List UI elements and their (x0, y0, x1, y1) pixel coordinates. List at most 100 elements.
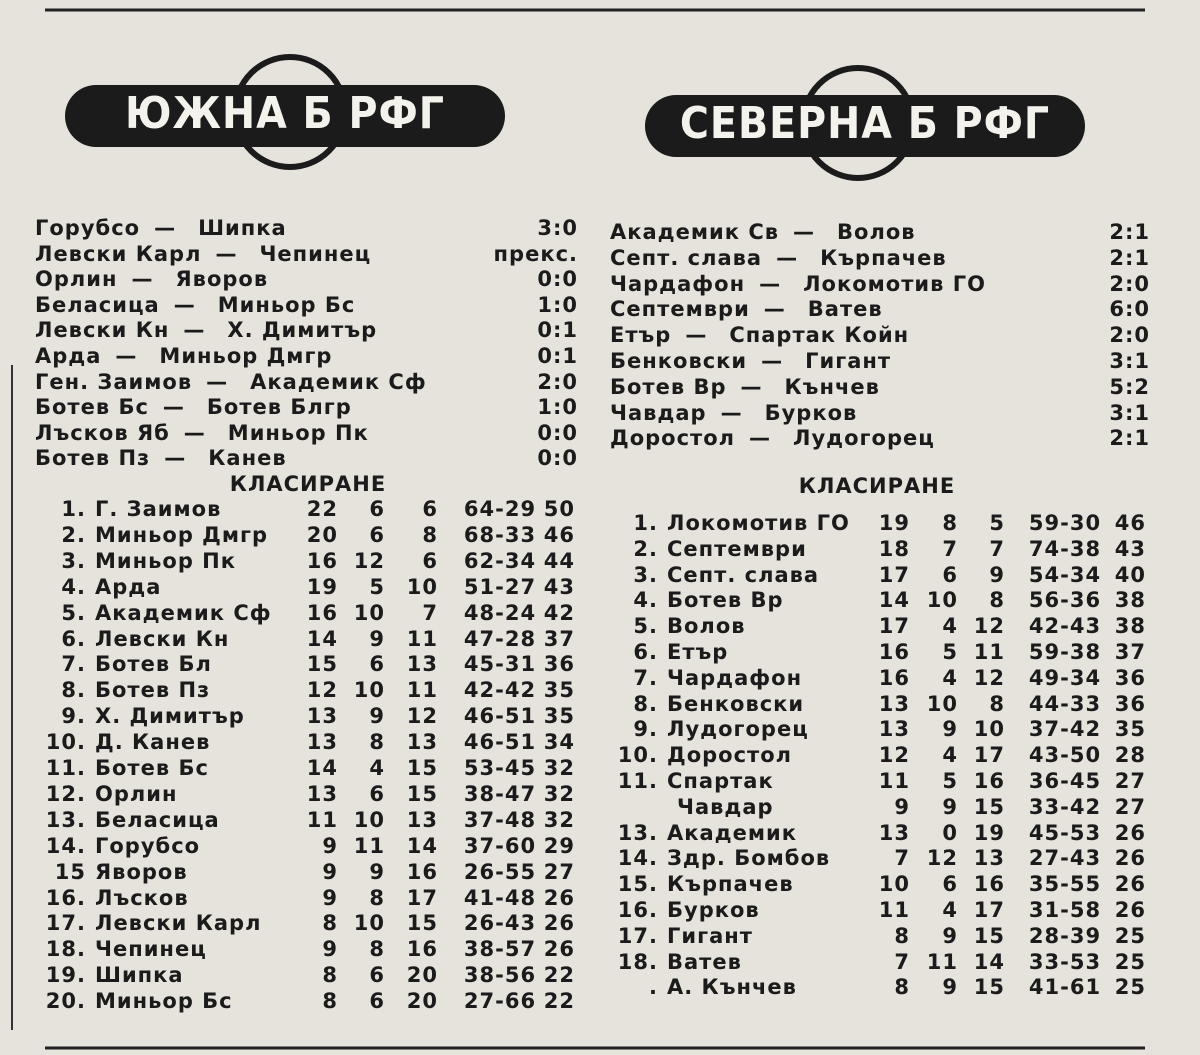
team: Орлин (95, 781, 178, 806)
away-team: Миньор Пк (227, 420, 369, 445)
rank: 13. (45, 807, 86, 832)
goals: 64-29 (463, 497, 537, 521)
goals: 27-66 (463, 989, 537, 1014)
rank: 11. (617, 769, 658, 793)
wins: 17 (878, 614, 910, 639)
goals: 38-56 (463, 963, 537, 988)
losses: 16 (406, 937, 438, 962)
draws: 6 (369, 781, 385, 806)
home-team: Бенковски (610, 349, 748, 373)
goals: 56-36 (1028, 588, 1102, 613)
goals: 31-58 (1028, 898, 1102, 922)
away-team: Лудогорец (793, 426, 935, 451)
goals: 53-45 (463, 756, 537, 780)
wins: 13 (306, 730, 338, 755)
home-team: Ботев Бс (35, 395, 149, 420)
points: 27 (543, 859, 575, 884)
score: 3:0 (537, 216, 578, 240)
wins: 8 (894, 975, 910, 1000)
draws: 10 (926, 588, 958, 613)
dash: — (761, 349, 784, 373)
draws: 9 (369, 704, 385, 729)
rank: 7. (633, 665, 658, 690)
team: Арда (95, 574, 162, 599)
points: 35 (543, 678, 575, 703)
draws: 5 (942, 640, 958, 664)
wins: 13 (878, 820, 910, 845)
score: 1:0 (537, 292, 578, 317)
away-team: Х. Димитър (227, 318, 378, 343)
team: Лъсков (95, 885, 189, 910)
draws: 8 (942, 511, 958, 535)
draws: 9 (942, 794, 958, 819)
draws: 6 (369, 497, 385, 521)
losses: 13 (973, 846, 1005, 871)
away-team: Кърпачев (820, 245, 947, 270)
wins: 13 (878, 691, 910, 716)
wins: 16 (306, 600, 338, 625)
goals: 33-53 (1028, 949, 1102, 974)
losses: 16 (973, 872, 1005, 897)
home-team: Левски Карл (35, 241, 202, 266)
rank: 4. (633, 588, 658, 613)
points: 35 (1114, 717, 1146, 742)
goals: 59-38 (1028, 640, 1102, 664)
points: 26 (1114, 846, 1146, 871)
banner-title: ЮЖНА Б РФГ (125, 88, 445, 139)
score: 6:0 (1109, 297, 1150, 322)
points: 32 (543, 756, 575, 780)
points: 27 (1114, 794, 1146, 819)
team: Чепинец (95, 937, 207, 962)
points: 37 (543, 626, 575, 651)
dash: — (685, 323, 708, 348)
losses: 9 (989, 562, 1005, 587)
goals: 28-39 (1028, 923, 1102, 948)
dash: — (206, 369, 229, 394)
team: Горубсо (95, 833, 201, 858)
dash: — (215, 241, 238, 266)
wins: 16 (878, 640, 910, 664)
goals: 54-34 (1028, 562, 1102, 587)
losses: 14 (973, 949, 1005, 974)
goals: 44-33 (1028, 691, 1102, 716)
draws: 8 (369, 937, 385, 962)
rank: 6. (61, 626, 86, 651)
points: 32 (543, 781, 575, 806)
losses: 10 (406, 574, 438, 599)
dash: — (173, 292, 196, 317)
team: Миньор Дмгр (95, 522, 269, 547)
team: Академик (667, 820, 798, 845)
draws: 5 (369, 574, 385, 599)
draws: 9 (942, 717, 958, 742)
wins: 9 (322, 859, 338, 884)
wins: 8 (322, 911, 338, 936)
away-team: Волов (837, 220, 916, 244)
rank: 16. (617, 898, 658, 922)
team: Бурков (667, 898, 760, 922)
points: 36 (1114, 691, 1146, 716)
points: 26 (1114, 898, 1146, 922)
dash: — (749, 426, 772, 451)
points: 26 (1114, 872, 1146, 897)
goals: 43-50 (1028, 743, 1102, 768)
wins: 14 (306, 756, 338, 780)
losses: 17 (973, 898, 1005, 922)
rank: 5. (61, 600, 86, 625)
wins: 16 (878, 665, 910, 690)
team: Ботев Бс (95, 756, 209, 780)
away-team: Спартак Койн (729, 323, 910, 348)
wins: 13 (878, 717, 910, 742)
goals: 42-42 (463, 678, 537, 703)
team: А. Кънчев (667, 975, 797, 1000)
wins: 10 (878, 872, 910, 897)
wins: 22 (306, 497, 338, 521)
wins: 8 (322, 989, 338, 1014)
draws: 10 (353, 600, 385, 625)
team: Септември (667, 536, 807, 561)
away-team: Миньор Дмгр (159, 344, 333, 368)
banner-bg (65, 85, 505, 147)
goals: 27-43 (1028, 846, 1102, 871)
home-team: Ген. Заимов (35, 369, 193, 394)
wins: 8 (894, 923, 910, 948)
team: Гигант (667, 923, 753, 948)
